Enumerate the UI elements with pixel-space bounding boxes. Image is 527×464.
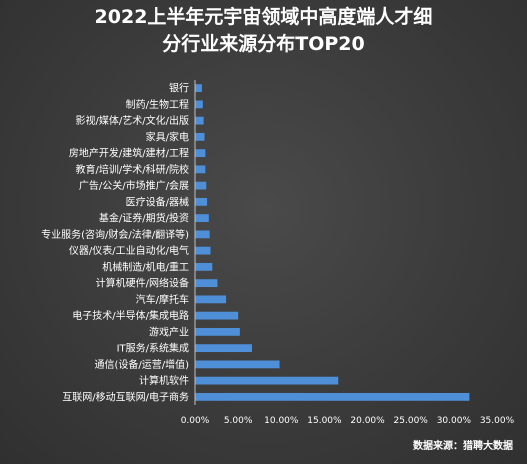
bar [195, 392, 470, 401]
bar [195, 376, 339, 385]
bar [195, 100, 203, 109]
x-tick-label: 30.00% [437, 416, 472, 426]
x-tick-label: 10.00% [264, 416, 299, 426]
x-tick-label: 0.00% [181, 416, 210, 426]
x-tick-label: 5.00% [224, 416, 253, 426]
bar [195, 311, 239, 320]
category-label: 家具/家电 [146, 130, 189, 143]
category-labels: 互联网/移动互联网/电子商务 计算机软件 通信(设备/运营/增值) IT服务/系统集成… [41, 82, 189, 404]
category-label: 通信(设备/运营/增值) [94, 358, 189, 371]
category-label: 计算机软件 [139, 374, 189, 387]
bar [195, 149, 206, 158]
category-label: 房地产开发/建筑/建材/工程 [69, 147, 189, 160]
bar [195, 165, 206, 174]
category-label: 教育/培训/学术/科研/院校 [76, 163, 189, 176]
category-label: 机械制造/机电/重工 [102, 260, 189, 273]
chart-title-line-1: 2022上半年元宇宙领域中高度端人才细 [94, 6, 433, 28]
bar [195, 344, 252, 353]
x-tick-labels: 0.00% 5.00% 10.00% 15.00% 20.00% 25.00% 30.00%… [181, 416, 515, 426]
data-source-note: 数据来源：猎聘大数据 [413, 441, 513, 452]
category-label: 电子技术/半导体/集成电路 [72, 309, 189, 322]
category-label: 广告/公关/市场推广/会展 [79, 179, 189, 192]
x-tick-label: 20.00% [350, 416, 385, 426]
category-label: 医疗设备/器械 [126, 195, 189, 208]
category-label: 仪器/仪表/工业自动化/电气 [69, 244, 189, 257]
category-label: 银行 [169, 82, 189, 95]
x-tick-label: 25.00% [394, 416, 429, 426]
bar [195, 279, 218, 288]
bar [195, 262, 213, 271]
category-label: 制药/生物工程 [126, 98, 189, 111]
category-label: 基金/证券/期货/投资 [99, 212, 189, 225]
category-label: 专业服务(咨询/财会/法律/翻译等) [41, 228, 189, 241]
bar [195, 116, 204, 125]
bar [195, 327, 240, 336]
bar [195, 246, 211, 255]
bar [195, 214, 209, 223]
category-label: 影视/媒体/艺术/文化/出版 [76, 114, 189, 127]
category-label: 汽车/摩托车 [136, 293, 189, 306]
category-label: 游戏产业 [149, 325, 189, 338]
chart-title-line-2: 分行业来源分布TOP20 [162, 33, 365, 55]
x-tick-label: 15.00% [307, 416, 342, 426]
x-tick-label: 35.00% [480, 416, 515, 426]
bar [195, 84, 202, 93]
category-label: IT服务/系统集成 [117, 342, 189, 355]
bar [195, 181, 207, 190]
bar [195, 360, 280, 369]
category-label: 计算机硬件/网络设备 [96, 277, 189, 290]
category-label: 互联网/移动互联网/电子商务 [62, 390, 189, 403]
bar [195, 132, 205, 141]
bar [195, 295, 227, 304]
bars-layer [195, 84, 470, 401]
bar [195, 230, 210, 239]
bar [195, 197, 208, 206]
